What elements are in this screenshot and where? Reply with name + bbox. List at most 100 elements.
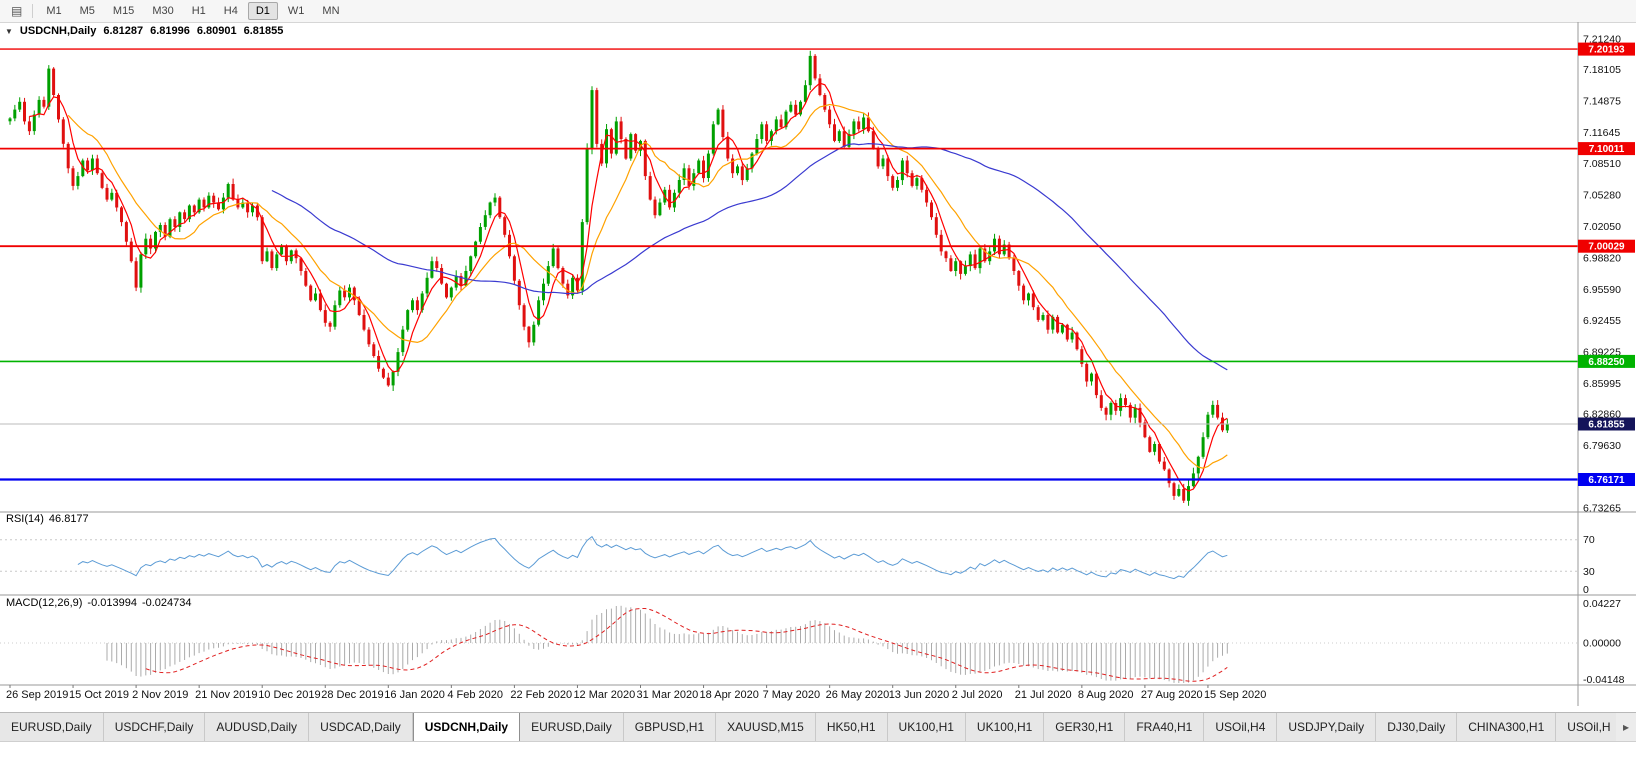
svg-text:7.00029: 7.00029 [1588,242,1625,253]
price-tick-label: 6.85995 [1583,378,1621,390]
price-tick-label: 7.02050 [1583,221,1621,233]
price-tick-label: 7.11645 [1583,127,1620,139]
macd-axis-label: 0.04227 [1583,598,1621,610]
date-label: 4 Feb 2020 [447,689,503,701]
svg-text:6.81855: 6.81855 [1588,420,1625,431]
date-label: 2 Nov 2019 [132,689,188,701]
date-label: 2 Jul 2020 [952,689,1003,701]
symbol-tab-fra40-h1[interactable]: FRA40,H1 [1125,713,1205,741]
symbol-tab-usdchf-daily[interactable]: USDCHF,Daily [103,713,206,741]
price-tick-label: 6.95590 [1583,284,1621,296]
date-label: 22 Feb 2020 [510,689,572,701]
ohlc-high: 6.81996 [150,25,190,37]
macd-signal-line [145,608,1228,682]
charts-toolbar-icon[interactable]: ▤ [11,4,23,18]
timeframe-button-d1[interactable]: D1 [247,2,278,20]
rsi-axis-label: 30 [1583,566,1595,578]
price-tick-label: 6.73265 [1583,502,1621,514]
svg-text:6.76171: 6.76171 [1588,475,1625,486]
top-toolbar: ▤ M1 M5 M15 M30 H1 H4 D1 W1 MN [0,0,1636,23]
timeframe-button-m15[interactable]: M15 [112,5,135,17]
tab-scroll-right-icon[interactable]: ▸ [1615,712,1636,741]
date-label: 18 Apr 2020 [700,689,759,701]
rsi-axis-label: 0 [1583,584,1589,596]
symbol-tab-uk100-h1[interactable]: UK100,H1 [965,713,1045,741]
date-label: 15 Sep 2020 [1204,689,1266,701]
symbol-tab-usoil-h4[interactable]: USOil,H4 [1204,713,1278,741]
candles-layer [8,50,1229,506]
symbol-tabbar: EURUSD,Daily USDCHF,Daily AUDUSD,Daily USDC… [0,712,1636,742]
timeframe-button-mn[interactable]: MN [322,5,340,17]
date-label: 15 Oct 2019 [69,689,129,701]
date-label: 21 Nov 2019 [195,689,257,701]
symbol-tab-eurusd-daily[interactable]: EURUSD,Daily [0,713,104,741]
symbol-tab-usdjpy-daily[interactable]: USDJPY,Daily [1277,713,1377,741]
symbol-tab-china300-h1[interactable]: CHINA300,H1 [1457,713,1557,741]
symbol-tab-usdcad-daily[interactable]: USDCAD,Daily [309,713,413,741]
macd-signal-value: -0.024734 [141,597,192,609]
symbol-tab-usoil-h[interactable]: USOil,H [1556,713,1623,741]
price-tick-label: 6.98820 [1583,253,1621,265]
timeframe-button-h1[interactable]: H1 [191,5,206,17]
timeframe-button-h4[interactable]: H4 [223,5,238,17]
date-label: 28 Dec 2019 [321,689,383,701]
date-label: 27 Aug 2020 [1141,689,1203,701]
price-chart[interactable]: 7.21240 7.18105 7.14875 7.11645 7.08510 7.052… [0,22,1636,706]
ohlc-low: 6.80901 [196,25,237,37]
timeframe-button-w1[interactable]: W1 [287,5,305,17]
price-badge-6.76171: 6.76171 [1578,473,1635,486]
symbol-tab-gbpusd-h1[interactable]: GBPUSD,H1 [623,713,717,741]
svg-text:7.20193: 7.20193 [1588,45,1625,56]
ma-5-line [29,82,1228,492]
symbol-tab-ger30-h1[interactable]: GER30,H1 [1044,713,1126,741]
rsi-line [77,535,1228,580]
date-label: 10 Dec 2019 [258,689,320,701]
symbol-tab-dj30-daily[interactable]: DJ30,Daily [1376,713,1458,741]
date-label: 16 Jan 2020 [384,689,445,701]
ohlc-close: 6.81855 [243,25,284,37]
date-label: 13 Jun 2020 [889,689,950,701]
date-label: 12 Mar 2020 [573,689,635,701]
macd-histogram [106,605,1228,683]
rsi-axis-label: 70 [1583,534,1595,546]
price-tick-label: 7.21240 [1583,33,1621,45]
ma-55-line [271,142,1228,371]
timeframe-button-m5[interactable]: M5 [79,5,95,17]
collapse-caret-icon[interactable]: ▼ [5,26,13,36]
date-label: 7 May 2020 [763,689,820,701]
price-tick-label: 7.18105 [1583,64,1621,76]
timeframe-button-m30[interactable]: M30 [152,5,174,17]
symbol-tab-uk100-h1[interactable]: UK100,H1 [887,713,966,741]
ohlc-open: 6.81287 [103,25,144,37]
price-badge-7.20193: 7.20193 [1578,42,1635,56]
date-label: 26 Sep 2019 [6,689,68,701]
date-label: 31 Mar 2020 [637,689,699,701]
symbol-tab-eurusd-daily[interactable]: EURUSD,Daily [520,713,624,741]
macd-name: MACD(12,26,9) [6,597,83,609]
date-label: 8 Aug 2020 [1078,689,1134,701]
chart-symbol-label: USDCNH,Daily [19,25,97,37]
price-badge-7.00029: 7.00029 [1578,239,1635,253]
price-badge-7.10011: 7.10011 [1578,142,1635,156]
price-tick-label: 7.05280 [1583,189,1621,201]
symbol-tab-hk50-h1[interactable]: HK50,H1 [815,713,888,741]
price-tick-label: 6.79630 [1583,440,1621,452]
svg-text:6.88250: 6.88250 [1588,357,1625,368]
rsi-label: RSI(14) 46.8177 [6,513,89,525]
svg-text:7.10011: 7.10011 [1589,144,1625,155]
symbol-tab-xauusd-m15[interactable]: XAUUSD,M15 [716,713,816,741]
ma-13-line [67,103,1228,469]
symbol-tab-usdcnh-daily[interactable]: USDCNH,Daily [412,713,521,741]
price-badge-6.81855: 6.81855 [1578,417,1635,431]
symbol-tab-audusd-daily[interactable]: AUDUSD,Daily [205,713,310,741]
date-label: 21 Jul 2020 [1015,689,1072,701]
macd-axis-label: 0.00000 [1583,638,1621,650]
timeframe-button-row: M1 M5 M15 M30 H1 H4 D1 W1 MN [37,2,348,20]
price-tick-label: 6.92455 [1583,315,1621,327]
macd-main-value: -0.013994 [87,597,137,609]
timeframe-button-m1[interactable]: M1 [46,5,62,17]
price-badge-6.88250: 6.88250 [1578,354,1635,368]
toolbar-separator [32,4,34,18]
price-tick-label: 7.08510 [1583,158,1621,170]
rsi-name: RSI(14) [6,513,44,525]
